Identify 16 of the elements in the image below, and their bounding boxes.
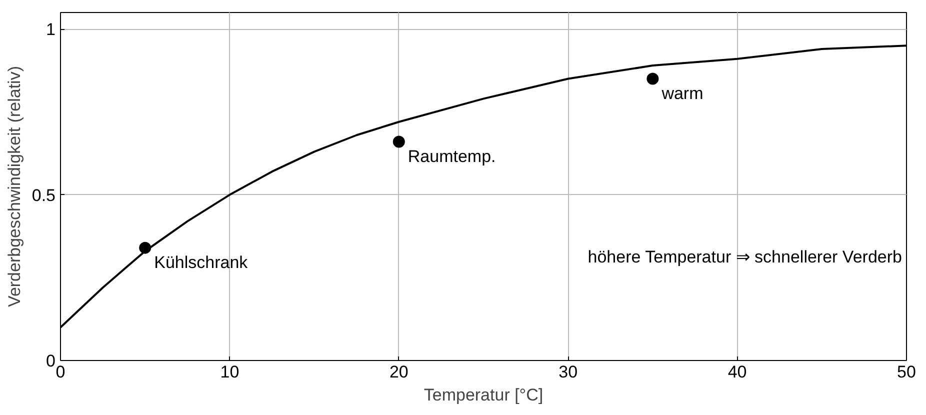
x-tick-label: 50 bbox=[897, 362, 916, 382]
x-tick-label: 30 bbox=[558, 362, 578, 382]
annotation: Raumtemp. bbox=[408, 146, 496, 166]
annotation: warm bbox=[660, 84, 704, 103]
x-tick-label: 40 bbox=[728, 362, 747, 382]
y-tick-label: 0.5 bbox=[32, 186, 56, 205]
y-axis-title: Verderbgeschwindigkeit (relativ) bbox=[4, 66, 24, 307]
y-tick-label: 1 bbox=[46, 20, 56, 40]
annotation: höhere Temperatur ⇒ schnellerer Verderb bbox=[588, 248, 902, 267]
annotation: Kühlschrank bbox=[154, 252, 248, 272]
x-axis-title: Temperatur [°C] bbox=[424, 386, 544, 404]
x-tick-label: 10 bbox=[220, 362, 240, 382]
point bbox=[392, 136, 405, 148]
point bbox=[646, 72, 659, 85]
x-tick-label: 20 bbox=[389, 362, 408, 382]
point bbox=[139, 242, 152, 254]
